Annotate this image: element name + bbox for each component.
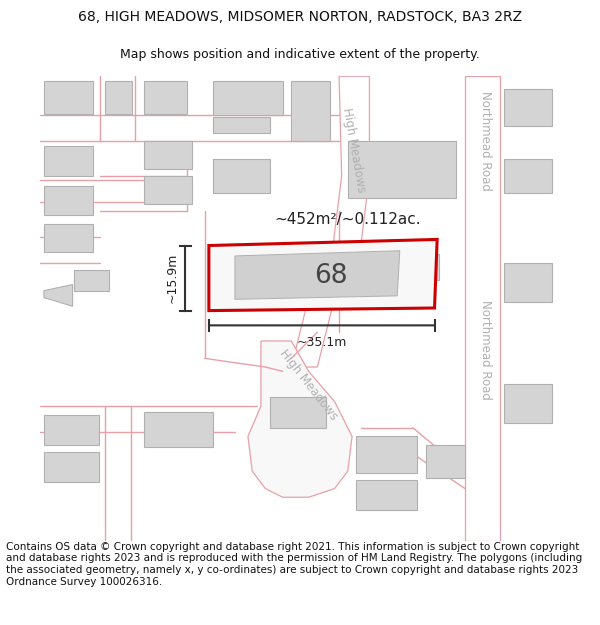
Polygon shape bbox=[144, 141, 191, 169]
Polygon shape bbox=[348, 141, 456, 198]
Polygon shape bbox=[426, 445, 465, 478]
Polygon shape bbox=[44, 186, 94, 215]
Polygon shape bbox=[356, 480, 417, 510]
Polygon shape bbox=[292, 76, 370, 367]
Polygon shape bbox=[44, 146, 94, 176]
Polygon shape bbox=[144, 176, 191, 204]
Polygon shape bbox=[105, 81, 133, 114]
Text: Map shows position and indicative extent of the property.: Map shows position and indicative extent… bbox=[120, 48, 480, 61]
Polygon shape bbox=[44, 452, 98, 482]
Text: Contains OS data © Crown copyright and database right 2021. This information is : Contains OS data © Crown copyright and d… bbox=[6, 542, 582, 587]
Polygon shape bbox=[44, 81, 94, 114]
Polygon shape bbox=[504, 384, 552, 424]
Polygon shape bbox=[356, 436, 417, 473]
Polygon shape bbox=[44, 224, 94, 253]
Text: Northmead Road: Northmead Road bbox=[479, 300, 492, 399]
Polygon shape bbox=[209, 239, 437, 311]
Text: High Meadows: High Meadows bbox=[340, 107, 368, 194]
Polygon shape bbox=[213, 159, 269, 193]
Polygon shape bbox=[292, 81, 331, 141]
Polygon shape bbox=[213, 81, 283, 115]
Polygon shape bbox=[44, 415, 98, 445]
Polygon shape bbox=[504, 159, 552, 193]
Polygon shape bbox=[235, 251, 400, 299]
Text: Northmead Road: Northmead Road bbox=[479, 91, 492, 191]
Polygon shape bbox=[504, 89, 552, 126]
Polygon shape bbox=[465, 76, 500, 541]
Polygon shape bbox=[74, 270, 109, 291]
Polygon shape bbox=[144, 81, 187, 114]
Text: 68, HIGH MEADOWS, MIDSOMER NORTON, RADSTOCK, BA3 2RZ: 68, HIGH MEADOWS, MIDSOMER NORTON, RADST… bbox=[78, 10, 522, 24]
Polygon shape bbox=[248, 341, 352, 498]
Polygon shape bbox=[365, 254, 439, 280]
Text: ~452m²/~0.112ac.: ~452m²/~0.112ac. bbox=[274, 212, 421, 227]
Text: ~35.1m: ~35.1m bbox=[296, 336, 347, 349]
Polygon shape bbox=[504, 263, 552, 302]
Polygon shape bbox=[213, 117, 269, 132]
Polygon shape bbox=[144, 412, 213, 447]
Polygon shape bbox=[269, 398, 326, 428]
Text: ~15.9m: ~15.9m bbox=[166, 253, 178, 303]
Text: High Meadows: High Meadows bbox=[277, 346, 340, 423]
Text: 68: 68 bbox=[314, 263, 348, 289]
Polygon shape bbox=[44, 284, 73, 306]
